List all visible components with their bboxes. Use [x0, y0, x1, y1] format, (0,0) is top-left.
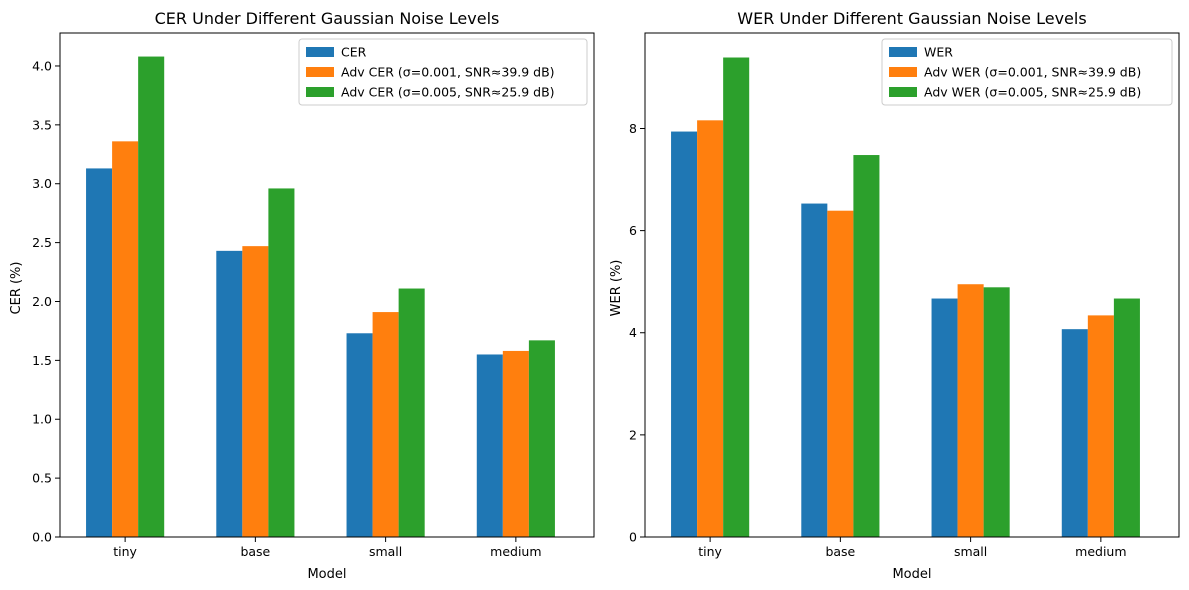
- wer-bar-tiny-series-0: [671, 131, 698, 538]
- wer-plot-frame: [644, 32, 1180, 538]
- cer-y-tick-label: 4.0: [32, 58, 52, 73]
- wer-y-ticks: 0 2 4 6 8: [629, 121, 645, 545]
- cer-bar-medium-series-2: [528, 340, 555, 537]
- wer-bar-tiny-series-1: [697, 120, 724, 537]
- wer-legend-box: [881, 38, 1173, 106]
- wer-legend-swatch-2: [889, 87, 917, 97]
- cer-legend-label-2: Adv CER (σ=0.005, SNR≈25.9 dB): [341, 85, 555, 100]
- cer-y-tick-label: 1.5: [32, 353, 52, 368]
- wer-legend-label-0: WER: [924, 45, 953, 60]
- wer-bar-small-series-0: [931, 298, 958, 537]
- cer-legend-swatch-0: [306, 47, 334, 57]
- cer-bar-base-series-1: [242, 246, 269, 537]
- wer-bar-base-series-1: [827, 210, 854, 537]
- wer-legend-swatch-1: [889, 67, 917, 77]
- wer-y-tick-label: 0: [629, 530, 637, 545]
- cer-y-tick-label: 2.5: [32, 235, 52, 250]
- cer-bar-tiny-series-0: [86, 168, 113, 538]
- wer-legend: WER Adv WER (σ=0.001, SNR≈39.9 dB) Adv WER…: [881, 38, 1173, 106]
- cer-bar-small-series-2: [398, 288, 425, 537]
- cer-bar-tiny-series-1: [112, 141, 139, 537]
- wer-bar-base-series-2: [853, 155, 880, 538]
- cer-x-tick-label-tiny: tiny: [113, 544, 137, 559]
- cer-bar-small-series-0: [346, 333, 373, 537]
- cer-x-axis-label: Model: [307, 567, 346, 582]
- cer-bar-tiny-series-2: [138, 56, 165, 538]
- wer-y-tick-label: 6: [629, 223, 637, 238]
- cer-bar-medium-series-0: [476, 354, 503, 537]
- wer-panel: WER Under Different Gaussian Noise Level…: [609, 9, 1180, 582]
- cer-bar-small-series-1: [372, 312, 399, 537]
- wer-bar-medium-series-1: [1087, 315, 1114, 537]
- cer-y-tick-label: 0.5: [32, 471, 52, 486]
- cer-panel: CER Under Different Gaussian Noise Level…: [9, 9, 595, 582]
- cer-legend-label-1: Adv CER (σ=0.001, SNR≈39.9 dB): [341, 65, 555, 80]
- cer-x-ticks: tiny base small medium: [113, 537, 542, 559]
- wer-legend-label-2: Adv WER (σ=0.005, SNR≈25.9 dB): [924, 85, 1141, 100]
- wer-bars: [671, 57, 1140, 538]
- wer-x-axis-label: Model: [892, 567, 931, 582]
- wer-x-tick-label-tiny: tiny: [698, 544, 722, 559]
- wer-bar-small-series-1: [957, 284, 984, 537]
- cer-bar-base-series-2: [268, 188, 295, 537]
- cer-x-tick-label-small: small: [369, 544, 402, 559]
- cer-x-tick-label-medium: medium: [490, 544, 541, 559]
- wer-chart-title: WER Under Different Gaussian Noise Level…: [737, 9, 1086, 28]
- wer-y-tick-label: 4: [629, 325, 637, 340]
- wer-y-tick-label: 8: [629, 121, 637, 136]
- cer-y-tick-label: 3.0: [32, 176, 52, 191]
- cer-legend-box: [298, 38, 588, 106]
- cer-legend: CER Adv CER (σ=0.001, SNR≈39.9 dB) Adv CER…: [298, 38, 588, 106]
- cer-legend-label-0: CER: [341, 45, 367, 60]
- wer-y-axis-label: WER (%): [609, 260, 624, 317]
- cer-y-axis-label: CER (%): [9, 262, 24, 315]
- cer-y-ticks: 0.0 0.5 1.0 1.5 2.0 2.5 3.0 3.5 4.0: [32, 58, 60, 545]
- wer-bar-tiny-series-2: [723, 57, 750, 537]
- wer-legend-swatch-0: [889, 47, 917, 57]
- wer-y-tick-label: 2: [629, 427, 637, 442]
- cer-y-tick-label: 1.0: [32, 412, 52, 427]
- wer-bar-base-series-0: [801, 203, 828, 538]
- cer-chart-title: CER Under Different Gaussian Noise Level…: [155, 9, 500, 28]
- wer-x-tick-label-base: base: [825, 544, 855, 559]
- cer-legend-swatch-1: [306, 67, 334, 77]
- wer-x-ticks: tiny base small medium: [698, 537, 1127, 559]
- cer-plot-frame: [59, 32, 595, 538]
- wer-bar-medium-series-0: [1061, 329, 1088, 537]
- cer-x-tick-label-base: base: [240, 544, 270, 559]
- wer-bar-small-series-2: [983, 287, 1010, 537]
- cer-y-tick-label: 0.0: [32, 530, 52, 545]
- cer-bar-medium-series-1: [502, 350, 529, 537]
- wer-x-tick-label-medium: medium: [1075, 544, 1126, 559]
- cer-y-tick-label: 2.0: [32, 294, 52, 309]
- cer-bar-base-series-0: [216, 250, 243, 537]
- wer-x-tick-label-small: small: [954, 544, 987, 559]
- wer-legend-label-1: Adv WER (σ=0.001, SNR≈39.9 dB): [924, 65, 1141, 80]
- cer-bars: [86, 56, 555, 538]
- wer-bar-medium-series-2: [1113, 298, 1140, 537]
- cer-y-tick-label: 3.5: [32, 117, 52, 132]
- cer-legend-swatch-2: [306, 87, 334, 97]
